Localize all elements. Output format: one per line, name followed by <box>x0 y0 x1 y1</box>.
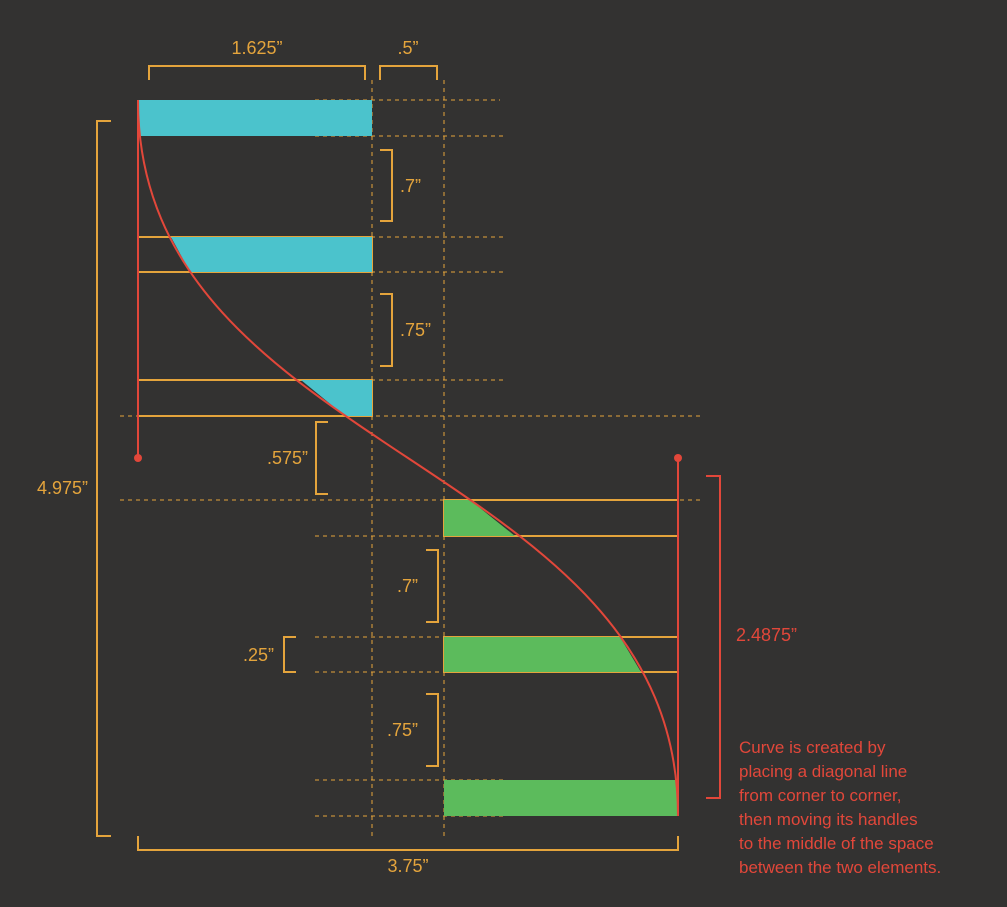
top-spacing-2-label: .75” <box>400 320 431 340</box>
note-line-1: Curve is created by <box>739 738 886 757</box>
top-spacing-2-bracket <box>380 293 393 367</box>
top-gap-label: .5” <box>397 38 418 58</box>
note-line-6: between the two elements. <box>739 858 941 877</box>
top-width-label: 1.625” <box>231 38 282 58</box>
top-bar-1 <box>138 100 372 136</box>
top-spacing-1-label: .7” <box>400 176 421 196</box>
note-line-2: placing a diagonal line <box>739 762 907 781</box>
bottom-bar-3 <box>444 780 678 816</box>
middle-gap-label: .575” <box>267 448 308 468</box>
total-width-label: 3.75” <box>387 856 428 876</box>
left-axis-dot <box>134 454 142 462</box>
top-bar-2-fill <box>171 237 372 272</box>
bottom-bar-1-fill <box>444 500 515 536</box>
top-spacing-1-bracket <box>380 149 393 222</box>
bottom-spacing-1-label: .7” <box>397 576 418 596</box>
top-gap-bracket <box>379 65 438 80</box>
bottom-spacing-2-bracket <box>426 693 439 767</box>
middle-gap-bracket <box>315 421 328 495</box>
total-height-bracket <box>96 120 111 837</box>
half-height-bracket <box>706 475 721 799</box>
top-width-bracket <box>148 65 366 80</box>
half-height-label: 2.4875” <box>736 625 797 645</box>
total-width-bracket <box>137 836 679 851</box>
note-line-5: to the middle of the space <box>739 834 934 853</box>
bar-height-bracket <box>283 636 296 673</box>
note-line-3: from corner to corner, <box>739 786 902 805</box>
bottom-spacing-1-bracket <box>426 549 439 623</box>
bottom-spacing-2-label: .75” <box>387 720 418 740</box>
total-height-label: 4.975” <box>37 478 88 498</box>
top-bar-3-fill <box>301 380 372 416</box>
bottom-bar-2-fill <box>444 637 641 672</box>
note-line-4: then moving its handles <box>739 810 918 829</box>
bar-height-label: .25” <box>243 645 274 665</box>
s-curve <box>137 99 679 817</box>
right-axis-dot <box>674 454 682 462</box>
